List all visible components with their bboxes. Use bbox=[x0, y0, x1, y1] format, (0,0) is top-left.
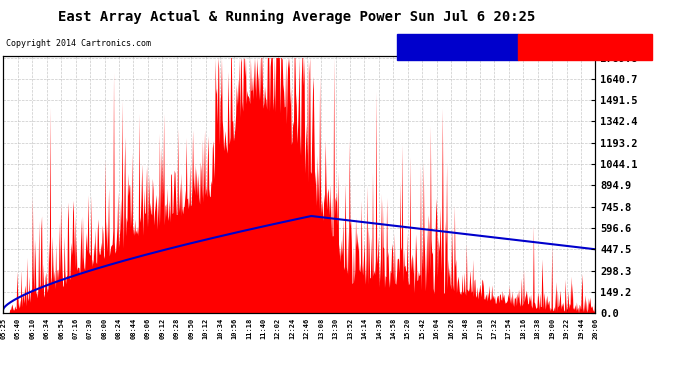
Text: Average  (DC Watts): Average (DC Watts) bbox=[406, 42, 509, 51]
Text: East Array  (DC Watts): East Array (DC Watts) bbox=[526, 42, 644, 51]
Text: East Array Actual & Running Average Power Sun Jul 6 20:25: East Array Actual & Running Average Powe… bbox=[58, 9, 535, 24]
Text: Copyright 2014 Cartronics.com: Copyright 2014 Cartronics.com bbox=[6, 39, 150, 48]
